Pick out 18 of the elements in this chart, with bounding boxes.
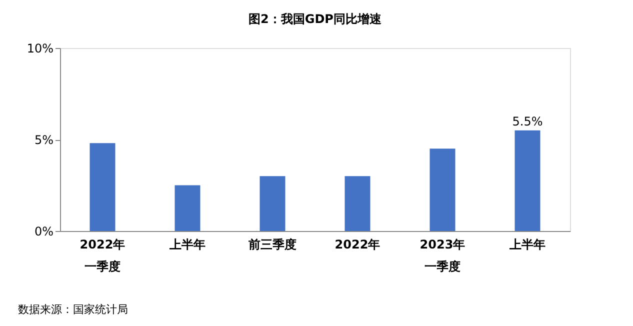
x-tick-label: 2022年 xyxy=(334,238,380,252)
source-note: 数据来源：国家统计局 xyxy=(18,303,128,316)
x-tick-label: 2022年一季度 xyxy=(80,238,126,274)
y-tick-label: 0% xyxy=(34,224,54,238)
bar xyxy=(90,143,116,231)
bar xyxy=(260,176,286,231)
y-tick-label: 5% xyxy=(34,133,54,147)
x-tick-label: 上半年 xyxy=(508,238,546,252)
y-tick-label: 10% xyxy=(26,42,54,56)
x-tick-label: 前三季度 xyxy=(248,238,296,252)
x-tick-label: 上半年 xyxy=(168,238,206,252)
x-tick-label: 2023年一季度 xyxy=(420,238,466,274)
bar xyxy=(430,148,456,231)
chart-title: 图2：我国GDP同比增速 xyxy=(248,12,382,26)
bar xyxy=(344,176,370,231)
bar xyxy=(514,130,540,231)
bar xyxy=(174,185,200,231)
data-label: 5.5% xyxy=(512,114,543,128)
